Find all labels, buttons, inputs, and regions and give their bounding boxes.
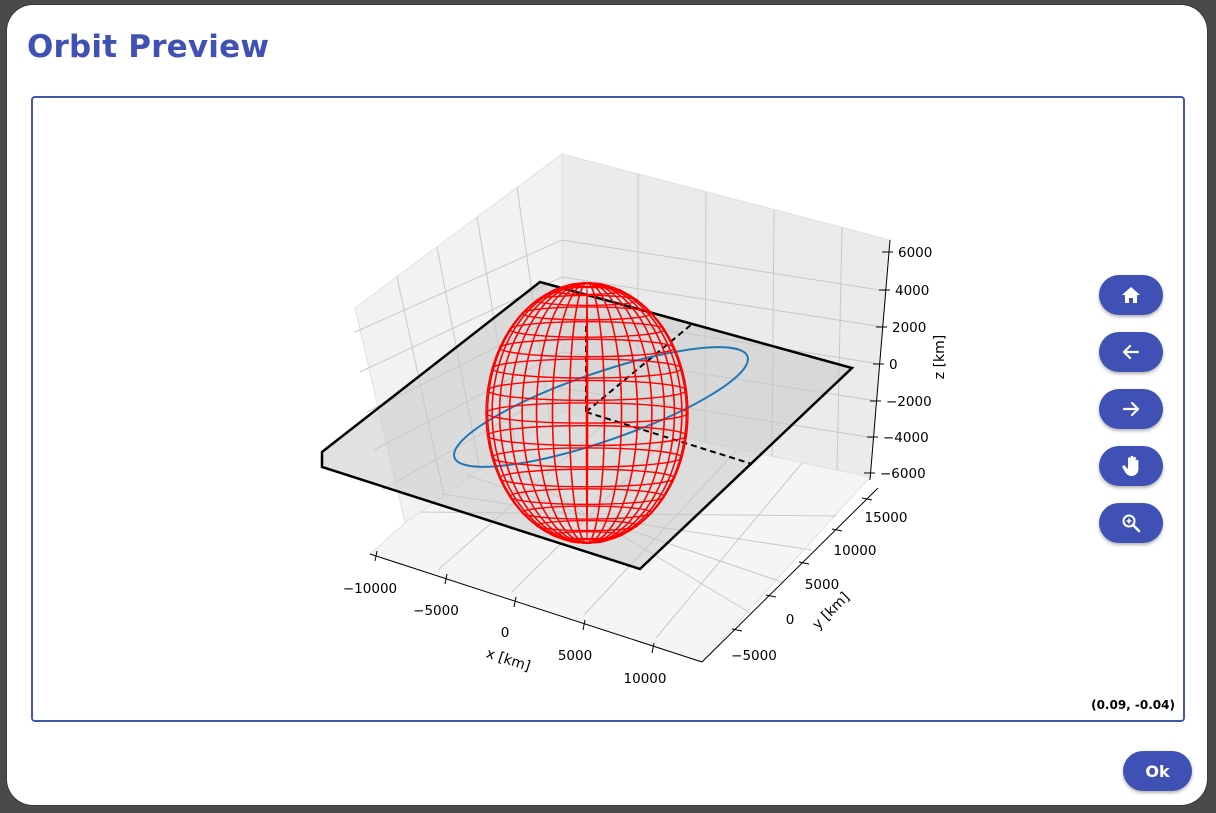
dialog-title: Orbit Preview [27,29,270,65]
earth-meridian-line [486,282,688,544]
orbit-preview-dialog: Orbit Preview [7,5,1207,805]
pan-button[interactable] [1099,446,1163,486]
z-tick-label: −6000 [880,466,926,482]
y-tick-mark [831,528,843,532]
z-tick-label: 2000 [892,320,926,336]
y-tick-label: −5000 [731,648,777,664]
y-tick-label: 15000 [865,510,908,526]
y-tick-mark [765,594,777,598]
z-tick-label: 4000 [895,283,929,299]
x-tick-mark [582,619,586,631]
y-tick-label: 0 [786,612,795,628]
z-axis-label: z [km] [932,335,948,379]
arrow-left-icon [1122,344,1140,360]
coordinate-readout: (0.09, -0.04) [1091,698,1175,712]
y-tick-mark [731,628,743,632]
ok-button[interactable]: Ok [1123,751,1192,791]
z-tick-label: 6000 [898,245,932,261]
home-button[interactable] [1099,275,1163,315]
x-tick-mark [374,550,378,562]
z-tick-label: 0 [889,357,898,373]
z-tick-label: −4000 [883,430,929,446]
x-tick-mark [444,573,448,585]
home-icon [1122,287,1140,303]
y-tick-label: 10000 [834,543,877,559]
x-axis-label: x [km] [484,646,532,675]
earth-meridian-line [585,282,589,544]
zoom-in-icon [1122,514,1141,533]
z-tick-label: −2000 [886,394,932,410]
arrow-right-icon [1122,401,1140,417]
y-tick-mark [861,497,873,501]
y-tick-label: 5000 [805,577,839,593]
orbit-3d-plot[interactable]: 6000 4000 2000 0 −2000 −4000 −6000 z [km] −100… [33,98,1183,720]
back-button[interactable] [1099,332,1163,372]
x-tick-mark [651,642,655,654]
plot-area[interactable]: 6000 4000 2000 0 −2000 −4000 −6000 z [km] −100… [31,96,1185,722]
hand-icon [1122,455,1139,476]
x-tick-mark [513,596,517,608]
y-axis-label: y [km] [809,589,852,632]
z-axis: 6000 4000 2000 0 −2000 −4000 −6000 z [km] [864,239,948,482]
zoom-button[interactable] [1099,503,1163,543]
earth-wireframe [485,282,689,544]
x-tick-label: 10000 [624,671,667,687]
forward-button[interactable] [1099,389,1163,429]
orbit-trajectory [453,346,749,468]
x-tick-label: 5000 [558,648,592,664]
y-tick-mark [798,561,810,565]
x-tick-label: −10000 [343,581,397,597]
x-tick-label: 0 [501,625,510,641]
x-tick-label: −5000 [413,603,459,619]
